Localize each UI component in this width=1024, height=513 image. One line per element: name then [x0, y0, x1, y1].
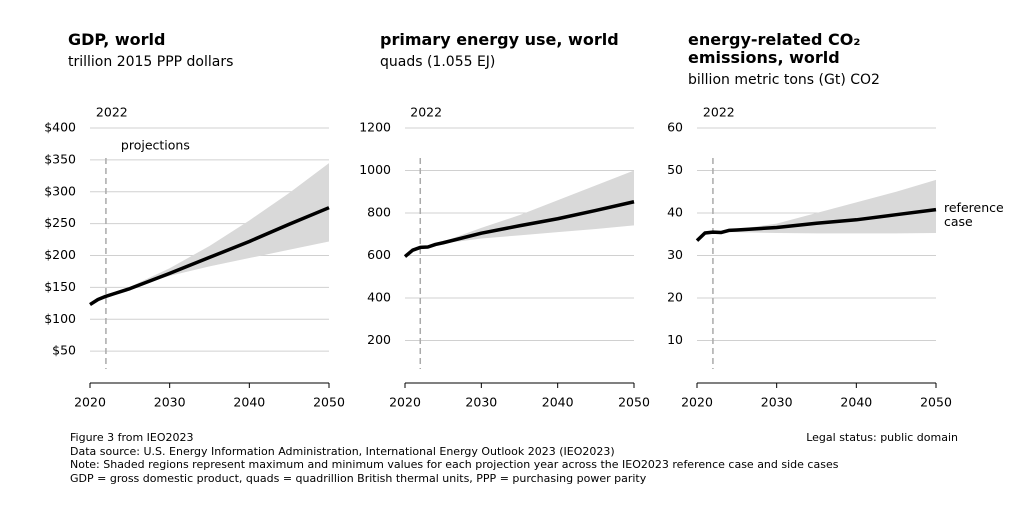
x-tick-label: 2020 [74, 395, 106, 410]
x-tick-label: 2030 [465, 395, 497, 410]
x-tick-label: 2050 [313, 395, 345, 410]
x-tick-label: 2020 [389, 395, 421, 410]
y-tick-label: $350 [44, 151, 76, 166]
y-tick-label: $300 [44, 183, 76, 198]
y-tick-label: 30 [667, 247, 683, 262]
x-tick-label: 2030 [761, 395, 793, 410]
range-band [121, 163, 329, 291]
y-tick-label: 20 [667, 290, 683, 305]
footer-note: Note: Shaded regions represent maximum a… [70, 458, 839, 471]
footer-note: Data source: U.S. Energy Information Adm… [70, 444, 615, 458]
marker-label: 2022 [96, 105, 128, 120]
y-tick-label: $200 [44, 247, 76, 262]
footer-note: Figure 3 from IEO2023 [70, 431, 194, 444]
y-tick-label: 400 [367, 290, 391, 305]
panel-subtitle: trillion 2015 PPP dollars [68, 54, 234, 70]
y-tick-label: 50 [667, 162, 683, 177]
panel-subtitle: quads (1.055 EJ) [380, 54, 496, 70]
x-tick-label: 2020 [681, 395, 713, 410]
x-tick-label: 2040 [233, 395, 265, 410]
y-tick-label: 40 [667, 205, 683, 220]
y-tick-label: 60 [667, 120, 683, 135]
range-band [435, 170, 634, 245]
y-tick-label: $400 [44, 120, 76, 135]
y-tick-label: 1200 [359, 120, 391, 135]
series-label: reference case [944, 199, 1004, 229]
y-tick-label: 1000 [359, 162, 391, 177]
line-series [403, 200, 635, 258]
marker-label: 2022 [410, 105, 442, 120]
marker-label: 2022 [703, 105, 735, 120]
y-tick-label: 600 [367, 247, 391, 262]
x-tick-label: 2050 [920, 395, 952, 410]
panel-title: GDP, world [68, 30, 166, 49]
x-tick-label: 2050 [618, 395, 650, 410]
x-tick-label: 2030 [154, 395, 186, 410]
x-tick-label: 2040 [542, 395, 574, 410]
y-tick-label: 200 [367, 332, 391, 347]
y-tick-label: $250 [44, 215, 76, 230]
y-tick-label: $100 [44, 311, 76, 326]
y-tick-label: $50 [52, 343, 76, 358]
annotation: projections [121, 138, 190, 153]
panel-title: energy-related CO₂ emissions, world [688, 30, 861, 67]
panel-subtitle: billion metric tons (Gt) CO2 [688, 72, 880, 88]
line-series [89, 206, 330, 307]
y-tick-label: $150 [44, 279, 76, 294]
footer-note: GDP = gross domestic product, quads = qu… [70, 471, 647, 485]
range-band [728, 179, 936, 234]
panel-title: primary energy use, world [380, 30, 619, 49]
legal-status: Legal status: public domain [806, 431, 958, 444]
line-series [695, 207, 937, 242]
y-tick-label: 10 [667, 332, 683, 347]
y-tick-label: 800 [367, 205, 391, 220]
x-tick-label: 2040 [840, 395, 872, 410]
